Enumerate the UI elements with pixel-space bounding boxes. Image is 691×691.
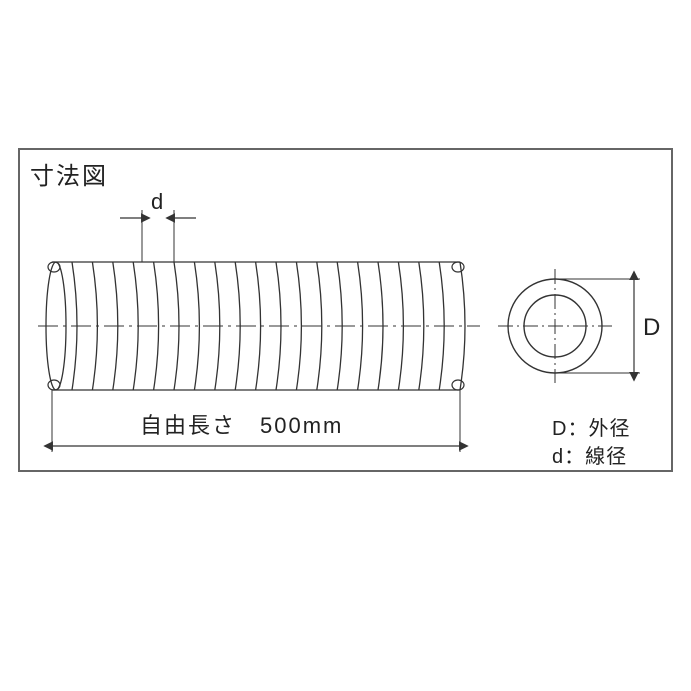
legend-outer-diameter: D：外径 xyxy=(552,412,630,441)
wire-diameter-symbol: d xyxy=(151,189,163,215)
diagram-frame: 寸法図 xyxy=(18,148,673,472)
outer-diameter-symbol: D xyxy=(643,314,660,342)
legend-wire-diameter: d：線径 xyxy=(552,440,627,469)
spring-coils xyxy=(72,262,444,390)
spring-wire-end-top-right xyxy=(452,262,464,272)
free-length-label: 自由長さ 500mm xyxy=(140,408,343,440)
spring-wire-end-bottom-right xyxy=(452,380,464,390)
